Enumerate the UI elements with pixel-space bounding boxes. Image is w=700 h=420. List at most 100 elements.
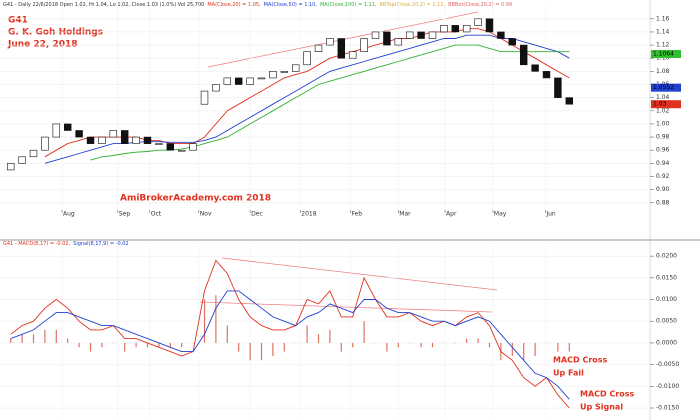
candle	[383, 31, 391, 46]
x-tick-label: Oct	[151, 211, 162, 218]
histogram-bar	[249, 342, 251, 361]
candle	[542, 71, 551, 79]
y-tick-label: 1.04	[656, 94, 670, 101]
x-tick-label: Apr	[446, 211, 457, 218]
histogram-bar	[329, 329, 331, 343]
annotation: Up Fail	[553, 369, 584, 378]
y-tick-label: 0.0050	[656, 318, 677, 325]
histogram-bar	[523, 342, 525, 361]
x-tick-label: Nov	[200, 211, 212, 218]
candle	[18, 156, 26, 164]
candle	[6, 163, 15, 171]
header-part: MA(Close,20) = 1.05,	[207, 2, 261, 8]
series-line	[44, 28, 570, 158]
histogram-bar	[32, 334, 35, 343]
histogram-bar	[44, 329, 46, 343]
candle	[143, 136, 152, 144]
annotation: MACD Cross	[580, 390, 635, 399]
candle	[120, 130, 129, 144]
candle	[189, 143, 197, 151]
price-label: 1.03	[653, 101, 667, 108]
candle	[497, 31, 505, 39]
histogram-bar	[124, 342, 126, 352]
candle	[314, 44, 323, 52]
histogram-bar	[10, 338, 12, 343]
candle	[519, 44, 528, 66]
y-tick-label: -0.0050	[656, 361, 679, 368]
histogram-bar	[420, 342, 422, 348]
histogram-bar	[21, 334, 23, 343]
histogram-bar	[557, 342, 559, 352]
y-tick-label: 0.96	[656, 147, 670, 154]
candle	[348, 51, 357, 59]
y-tick-label: 0.0100	[656, 296, 677, 303]
candle	[269, 71, 277, 79]
y-tick-label: 0.0000	[656, 339, 677, 346]
y-tick-label: 0.0150	[656, 274, 677, 281]
price-label: 1.0552	[653, 84, 674, 91]
candle	[41, 136, 49, 151]
histogram-bar	[78, 342, 80, 348]
candle	[474, 18, 482, 26]
y-tick-label: 1.16	[656, 15, 670, 22]
histogram-bar	[397, 342, 399, 348]
candle	[200, 90, 209, 105]
x-tick-label: May	[494, 211, 507, 218]
header: G41 - Daily 22/6/2018 Open 1.02, Hi 1.04…	[3, 2, 512, 8]
trend-line	[199, 301, 493, 313]
histogram-bar	[511, 342, 513, 356]
annotation: MACD Cross	[553, 356, 608, 365]
y-tick-label: 0.98	[656, 134, 670, 141]
histogram-bar	[386, 342, 388, 352]
price-label: 1.1064	[653, 51, 674, 58]
histogram-bar	[238, 342, 240, 352]
y-tick-label: 1.14	[656, 28, 670, 35]
x-tick-label: Feb	[351, 211, 362, 218]
histogram-bar	[135, 342, 137, 348]
histogram-bar	[181, 342, 183, 348]
x-tick-label: Aug	[63, 211, 75, 218]
candle	[303, 51, 311, 66]
histogram-bar	[283, 342, 285, 352]
histogram-bar	[306, 325, 308, 343]
trend-line	[221, 257, 498, 291]
price-label-box	[651, 83, 681, 92]
histogram-bar	[101, 342, 103, 348]
candle	[417, 31, 425, 39]
histogram-bar	[203, 299, 206, 343]
header-part: MA(Close,50) = 1.10,	[264, 2, 318, 8]
candle	[223, 77, 232, 85]
candle	[75, 130, 83, 138]
candle	[257, 77, 266, 80]
candle	[212, 84, 220, 92]
histogram-bar	[158, 342, 160, 348]
candle	[508, 38, 517, 46]
candle	[29, 149, 38, 158]
price-label-box	[651, 50, 681, 59]
candle	[98, 136, 106, 144]
histogram-bar	[260, 342, 263, 361]
y-tick-label: 0.88	[656, 199, 670, 206]
x-tick-label: Jun	[545, 211, 556, 218]
header-part: BBBot(Close,20,2) = 0.99	[448, 2, 512, 8]
series-line	[44, 34, 570, 164]
candle	[554, 77, 562, 98]
header-part: Signal(8,17,9) = -0.02	[73, 241, 128, 247]
candle	[291, 64, 300, 72]
y-tick-label: 0.94	[656, 160, 670, 167]
candle	[177, 149, 186, 152]
histogram-bar	[352, 342, 354, 348]
y-tick-label: 1.00	[656, 120, 670, 127]
candle	[440, 25, 448, 33]
x-tick-label: Dec	[251, 211, 263, 218]
y-tick-label: 0.92	[656, 173, 670, 180]
candle	[63, 123, 72, 131]
histogram-bar	[272, 342, 274, 356]
candle	[451, 25, 460, 33]
candle	[405, 31, 414, 39]
y-tick-label: 1.02	[656, 107, 670, 114]
candle	[462, 25, 471, 33]
candle	[337, 38, 346, 59]
candle	[132, 136, 140, 144]
